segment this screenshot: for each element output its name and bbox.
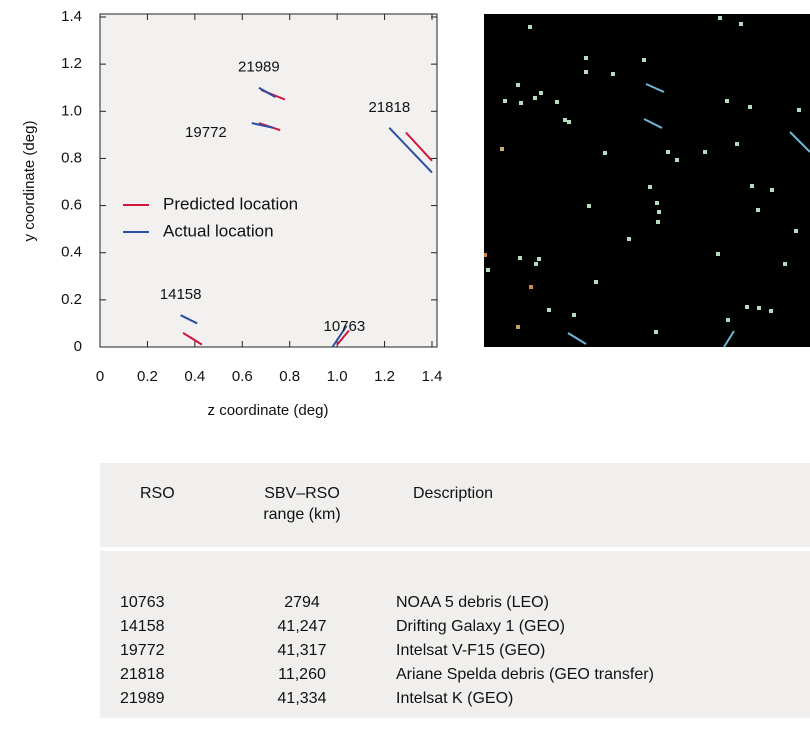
y-axis-label: y coordinate (deg) <box>21 121 38 242</box>
table-cell: 2794 <box>242 592 362 613</box>
object-label: 10763 <box>324 318 366 335</box>
object-label: 21818 <box>368 99 410 116</box>
x-tick-label: 0.6 <box>232 368 253 385</box>
y-tick-label: 0.8 <box>61 149 82 166</box>
table-cell: 10763 <box>120 592 165 613</box>
legend-label: Actual location <box>163 221 274 240</box>
table-cell: Description <box>413 483 493 504</box>
table-cell: 41,247 <box>242 616 362 637</box>
object-label: 19772 <box>185 124 227 141</box>
y-tick-label: 0.2 <box>61 291 82 308</box>
table-cell: 11,260 <box>242 664 362 685</box>
x-tick-label: 0.8 <box>279 368 300 385</box>
table-cell: 41,334 <box>242 688 362 709</box>
table-cell: NOAA 5 debris (LEO) <box>396 592 549 613</box>
night-sky-image <box>484 14 810 347</box>
y-tick-label: 1.4 <box>61 8 82 25</box>
table-header <box>100 463 810 547</box>
object-label: 21989 <box>238 59 280 76</box>
table-cell: 21818 <box>120 664 165 685</box>
x-tick-label: 0 <box>96 368 104 385</box>
object-label: 14158 <box>160 286 202 303</box>
x-axis-label: z coordinate (deg) <box>208 402 329 419</box>
x-tick-label: 0.4 <box>184 368 205 385</box>
x-tick-label: 1.2 <box>374 368 395 385</box>
y-tick-label: 1.0 <box>61 102 82 119</box>
table-cell: SBV–RSO range (km) <box>242 483 362 525</box>
table-cell: Intelsat V-F15 (GEO) <box>396 640 545 661</box>
y-tick-label: 0.6 <box>61 197 82 214</box>
legend-label: Predicted location <box>163 194 298 213</box>
table-cell: Ariane Spelda debris (GEO transfer) <box>396 664 654 685</box>
table-cell: 14158 <box>120 616 165 637</box>
y-tick-label: 0 <box>74 338 82 355</box>
table-cell: 19772 <box>120 640 165 661</box>
table-cell: 21989 <box>120 688 165 709</box>
table: RSO SBV–RSO range (km) Description 10763 279… <box>100 463 810 718</box>
table-cell: Drifting Galaxy 1 (GEO) <box>396 616 565 637</box>
x-tick-label: 1.4 <box>422 368 443 385</box>
x-tick-label: 0.2 <box>137 368 158 385</box>
page: {"chart_data": {"type": "segments", "xla… <box>0 0 810 746</box>
table-cell: 41,317 <box>242 640 362 661</box>
table-cell: Intelsat K (GEO) <box>396 688 513 709</box>
x-tick-label: 1.0 <box>327 368 348 385</box>
table-cell: RSO <box>140 483 175 504</box>
y-tick-label: 0.4 <box>61 244 82 261</box>
y-tick-label: 1.2 <box>61 55 82 72</box>
